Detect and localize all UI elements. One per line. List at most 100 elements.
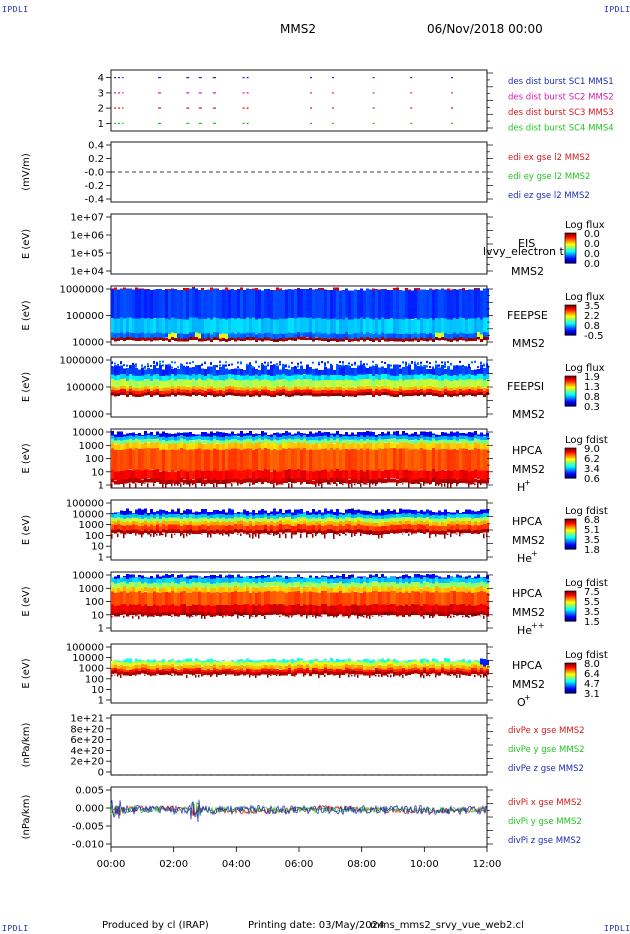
hpca_he-colorbar — [564, 518, 577, 550]
edi-ylabel: (mV/m) — [21, 153, 32, 191]
hpca_o-ytick-label: 100000 — [66, 643, 104, 654]
hpca_he-ylabel: E (eV) — [21, 515, 32, 545]
hpca_he-ytick-label: 10000 — [72, 509, 104, 520]
hpca_o-instrument-label: HPCA — [512, 659, 543, 672]
divpi-legend-entry: divPi z gse MMS2 — [508, 836, 581, 846]
time-axis-label: 10:00 — [410, 859, 439, 870]
edi-ytick-label: 0.4 — [88, 141, 104, 152]
hpca_o-colorbar-tick: 8.0 — [584, 659, 600, 670]
burst-legend-entry: des dist burst SC2 MMS2 — [508, 93, 614, 103]
feepse-colorbar-tick: 0.8 — [584, 321, 600, 332]
feepse-colorbar-tick: 3.5 — [584, 301, 600, 312]
hpca_h-instrument-label: HPCA — [512, 444, 543, 457]
corner-label-top-right: IPDLI — [604, 5, 630, 14]
burst-ytick-label: 1 — [98, 119, 104, 130]
hpca_he-spacecraft-label: MMS2 — [512, 534, 545, 547]
hpca_h-ytick-label: 10000 — [72, 428, 104, 439]
corner-label-top-left: IPDLI — [2, 5, 29, 14]
eis-ytick-label: 1e+05 — [70, 249, 104, 260]
time-axis-label: 04:00 — [222, 859, 251, 870]
corner-label-bottom-right: IPDLI — [604, 924, 630, 933]
divpi-legend-entry: divPi y gse MMS2 — [508, 817, 582, 827]
edi-ytick-label: -0.4 — [84, 195, 104, 206]
hpca_he-species-charge: + — [531, 549, 538, 558]
hpca_hepp-ytick-label: 1000 — [79, 584, 104, 595]
hpca_h-colorbar-tick: 6.2 — [584, 454, 600, 465]
burst-legend-entry: des dist burst SC4 MMS4 — [508, 124, 614, 134]
feepsi-ylabel: E (eV) — [21, 372, 32, 402]
eis-ytick-label: 1e+06 — [70, 231, 104, 242]
eis-colorbar-title: Log flux — [565, 220, 605, 231]
hpca_h-spectrogram — [111, 430, 489, 488]
feepsi-instrument-label: FEEPSI — [507, 380, 544, 393]
spacecraft-title: MMS2 — [280, 22, 316, 36]
hpca_o-colorbar-tick: 4.7 — [584, 679, 600, 690]
footer-produced-by: Produced by cl (IRAP) — [102, 920, 209, 931]
hpca_hepp-colorbar-tick: 5.5 — [584, 597, 600, 608]
hpca_o-ytick-label: 100 — [85, 674, 104, 685]
panel-divpi — [110, 786, 488, 848]
hpca_o-ytick-label: 10000 — [72, 653, 104, 664]
hpca_hepp-ylabel: E (eV) — [21, 586, 32, 616]
edi-ytick-label: -0.0 — [84, 168, 104, 179]
hpca_hepp-species-charge: ++ — [531, 621, 544, 630]
time-axis-label: 12:00 — [473, 859, 502, 870]
hpca_h-species-label: H — [517, 481, 525, 494]
divpe-ytick-label: 2e+20 — [70, 757, 104, 768]
eis-ytick-label: 1e+07 — [70, 213, 104, 224]
hpca_hepp-ytick-label: 1 — [98, 624, 104, 635]
hpca_hepp-instrument-label: HPCA — [512, 587, 543, 600]
hpca_o-species-label: O — [517, 696, 526, 709]
hpca_o-colorbar — [564, 662, 577, 694]
date-title: 06/Nov/2018 00:00 — [427, 22, 543, 36]
feepse-colorbar-tick: -0.5 — [584, 331, 604, 342]
hpca_hepp-colorbar-tick: 7.5 — [584, 587, 600, 598]
eis-spacecraft-label: MMS2 — [511, 265, 544, 278]
divpe-ytick-label: 4e+20 — [70, 746, 104, 757]
feepse-spacecraft-label: MMS2 — [512, 337, 545, 350]
hpca_h-colorbar-tick: 9.0 — [584, 444, 600, 455]
feepse-ytick-label: 100000 — [66, 311, 104, 322]
hpca_he-spectrogram — [111, 508, 489, 539]
divpi-ytick-label: -0.005 — [72, 822, 104, 833]
hpca_h-colorbar-tick: 3.4 — [584, 464, 600, 475]
feepsi-ytick-label: 10000 — [72, 410, 104, 421]
footer-printing-date: Printing date: 03/May/2024 — [248, 920, 385, 931]
hpca_hepp-ytick-label: 10 — [91, 610, 104, 621]
divpi-ytick-label: 0.005 — [75, 786, 104, 797]
burst-ytick-label: 4 — [98, 73, 104, 84]
edi-legend-entry: edi ex gse l2 MMS2 — [508, 153, 590, 163]
hpca_h-ytick-label: 1000 — [79, 441, 104, 452]
feepse-colorbar-tick: 2.2 — [584, 311, 600, 322]
hpca_o-ylabel: E (eV) — [21, 658, 32, 688]
time-axis-label: 00:00 — [97, 859, 126, 870]
hpca_hepp-ytick-label: 100 — [85, 597, 104, 608]
hpca_o-colorbar-tick: 3.1 — [584, 689, 600, 700]
hpca_he-ytick-label: 1000 — [79, 520, 104, 531]
burst-ytick-label: 2 — [98, 104, 104, 115]
hpca_hepp-spacecraft-label: MMS2 — [512, 606, 545, 619]
hpca_o-colorbar-title: Log fdist — [565, 650, 608, 661]
hpca_h-species-charge: + — [524, 478, 531, 487]
time-axis-label: 06:00 — [285, 859, 314, 870]
divpi-ytick-label: 0.000 — [75, 804, 104, 815]
hpca_hepp-spectrogram — [111, 573, 489, 620]
hpca_hepp-colorbar-title: Log fdist — [565, 578, 608, 589]
burst-ytick-label: 3 — [98, 88, 104, 99]
eis-ylabel: E (eV) — [21, 229, 32, 259]
plot-stack: 1 2 3 4 des dist burst SC1 MMS1 des dist burs… — [21, 69, 614, 870]
burst-legend-entry: des dist burst SC1 MMS1 — [508, 77, 614, 87]
feepsi-ytick-label: 100000 — [66, 383, 104, 394]
eis-colorbar-tick: 0.0 — [584, 249, 600, 260]
hpca_hepp-colorbar — [564, 590, 577, 622]
hpca_hepp-colorbar-tick: 3.5 — [584, 607, 600, 618]
hpca_h-ylabel: E (eV) — [21, 443, 32, 473]
eis-colorbar-tick: 0.0 — [584, 259, 600, 270]
divpe-legend-entry: divPe y gse MMS2 — [508, 745, 585, 755]
hpca_o-ytick-label: 1000 — [79, 664, 104, 675]
hpca_o-ytick-label: 10 — [91, 685, 104, 696]
eis-colorbar — [564, 232, 577, 264]
divpe-ytick-label: 0 — [98, 768, 104, 779]
burst-legend-entry: des dist burst SC3 MMS3 — [508, 108, 614, 118]
